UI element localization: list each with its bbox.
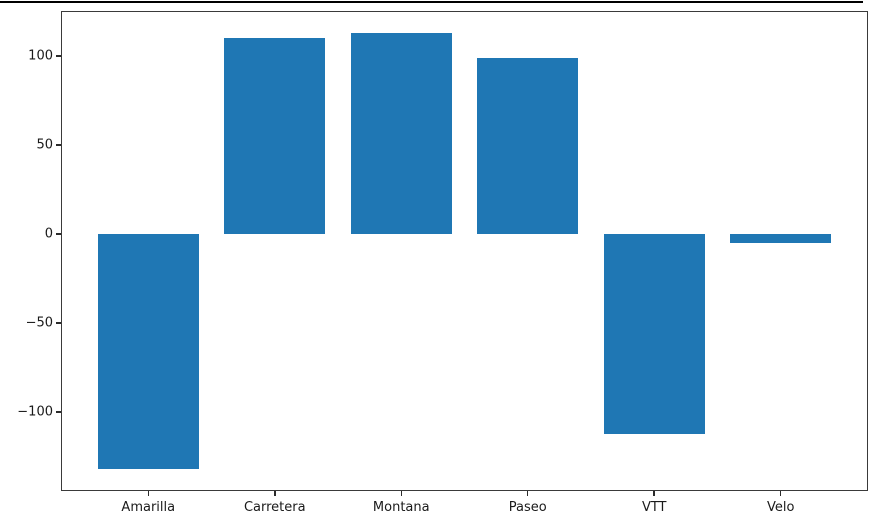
x-tick-label-amarilla: Amarilla — [121, 500, 176, 515]
x-tick-mark — [653, 491, 655, 496]
y-tick-label: −50 — [25, 315, 53, 331]
bar-carretera — [224, 38, 326, 235]
plot-area — [61, 11, 868, 491]
x-tick-mark — [779, 491, 782, 496]
y-tick-label: 50 — [36, 137, 53, 153]
y-tick-mark — [56, 144, 61, 146]
bar-paseo — [477, 57, 579, 235]
y-tick-mark — [56, 322, 61, 324]
y-tick-label: 100 — [28, 48, 53, 64]
y-tick-mark — [56, 55, 61, 57]
y-tick-label: 0 — [44, 226, 53, 242]
x-tick-mark — [147, 491, 150, 496]
y-tick-mark — [56, 411, 61, 413]
x-tick-label-velo: Velo — [766, 500, 795, 515]
x-tick-label-paseo: Paseo — [508, 500, 547, 515]
x-tick-label-montana: Montana — [372, 500, 430, 515]
bar-velo — [730, 234, 832, 243]
bar-vtt — [603, 234, 705, 434]
x-tick-label-carretera: Carretera — [243, 500, 306, 515]
bar-montana — [350, 32, 452, 235]
bar-amarilla — [97, 234, 199, 470]
x-tick-mark — [526, 491, 529, 496]
x-tick-mark — [274, 491, 276, 496]
top-divider-line — [0, 1, 863, 3]
y-tick-mark — [56, 233, 61, 235]
y-tick-label: −100 — [17, 404, 53, 420]
x-tick-label-vtt: VTT — [641, 500, 667, 515]
x-tick-mark — [400, 491, 402, 496]
